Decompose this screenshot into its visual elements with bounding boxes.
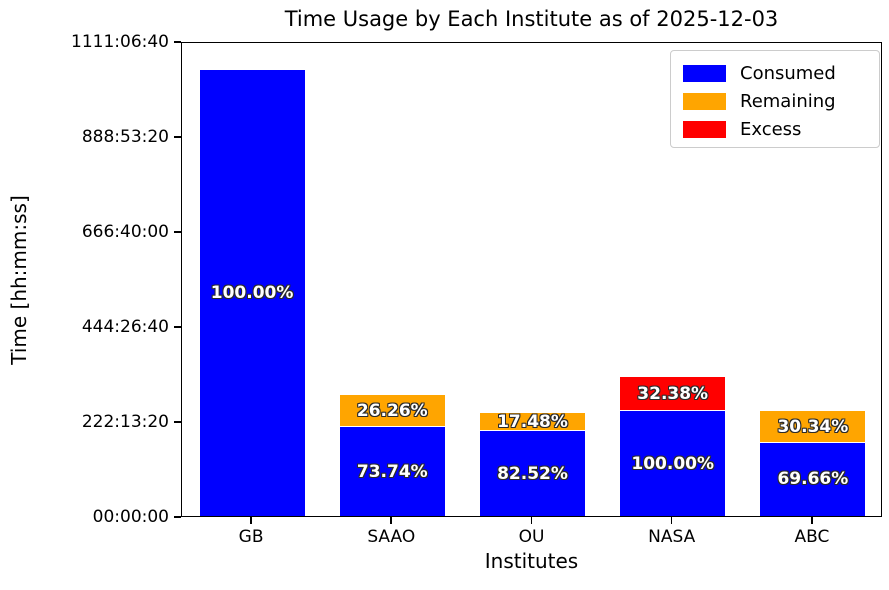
legend-label: Remaining bbox=[740, 90, 836, 112]
y-axis-label: Time [hh:mm:ss] bbox=[7, 195, 31, 365]
bar-segment-consumed: 69.66% bbox=[760, 442, 866, 516]
y-tick-label: 666:40:00 bbox=[81, 221, 169, 242]
bar-segment-excess: 32.38% bbox=[620, 377, 726, 412]
y-tick-mark bbox=[174, 135, 181, 138]
x-tick-mark bbox=[530, 517, 533, 524]
legend-swatch-remaining bbox=[683, 92, 726, 110]
bar-percentage-label: 30.34% bbox=[777, 416, 849, 437]
bar-percentage-label: 82.52% bbox=[497, 463, 568, 484]
bar-percentage-label: 69.66% bbox=[777, 469, 849, 490]
y-tick-label: 222:13:20 bbox=[81, 412, 169, 432]
x-tick-label: SAAO bbox=[367, 527, 416, 547]
bar-segment-remaining: 26.26% bbox=[339, 395, 445, 427]
x-tick-label: NASA bbox=[648, 527, 696, 547]
y-tick-label: 444:26:40 bbox=[81, 317, 169, 337]
y-tick-mark bbox=[174, 41, 181, 43]
bar-segment-consumed: 73.74% bbox=[339, 427, 445, 516]
x-tick-mark bbox=[670, 517, 673, 524]
x-tick-label: GB bbox=[238, 527, 264, 547]
bar-percentage-label: 100.00% bbox=[631, 453, 715, 474]
legend-swatch-excess bbox=[683, 120, 726, 138]
bar-segment-consumed: 82.52% bbox=[479, 431, 586, 516]
y-tick-label: 888:53:20 bbox=[81, 126, 169, 147]
legend-item-excess: Excess bbox=[683, 115, 869, 143]
bar-percentage-label: 26.26% bbox=[356, 400, 428, 421]
chart-title: Time Usage by Each Institute as of 2025-… bbox=[284, 7, 779, 31]
x-tick-label: OU bbox=[518, 527, 545, 547]
x-tick-label: ABC bbox=[794, 527, 830, 547]
bar-segment-consumed: 100.00% bbox=[620, 411, 726, 516]
x-tick-mark bbox=[810, 517, 813, 524]
bar-segment-remaining: 17.48% bbox=[479, 411, 586, 432]
legend-item-consumed: Consumed bbox=[683, 59, 869, 87]
legend-item-remaining: Remaining bbox=[683, 87, 869, 115]
legend-label: Excess bbox=[740, 118, 802, 140]
y-tick-mark bbox=[174, 326, 181, 328]
legend: Consumed Remaining Excess bbox=[670, 50, 880, 148]
y-tick-mark bbox=[174, 230, 181, 233]
bar-segment-consumed: 100.00% bbox=[199, 70, 305, 516]
bar-segment-remaining: 30.34% bbox=[760, 411, 866, 443]
bar-percentage-label: 32.38% bbox=[637, 383, 709, 404]
y-tick-label: 00:00:00 bbox=[92, 507, 169, 527]
x-axis-label: Institutes bbox=[484, 549, 579, 573]
y-tick-mark bbox=[174, 516, 181, 518]
y-tick-label: 1111:06:40 bbox=[71, 32, 169, 52]
legend-label: Consumed bbox=[740, 62, 836, 84]
x-tick-mark bbox=[390, 517, 393, 524]
y-tick-mark bbox=[174, 421, 181, 423]
legend-swatch-consumed bbox=[683, 64, 726, 82]
bar-percentage-label: 73.74% bbox=[356, 461, 428, 482]
bar-percentage-label: 17.48% bbox=[497, 411, 568, 432]
x-tick-mark bbox=[250, 517, 252, 524]
bar-percentage-label: 100.00% bbox=[210, 283, 294, 303]
